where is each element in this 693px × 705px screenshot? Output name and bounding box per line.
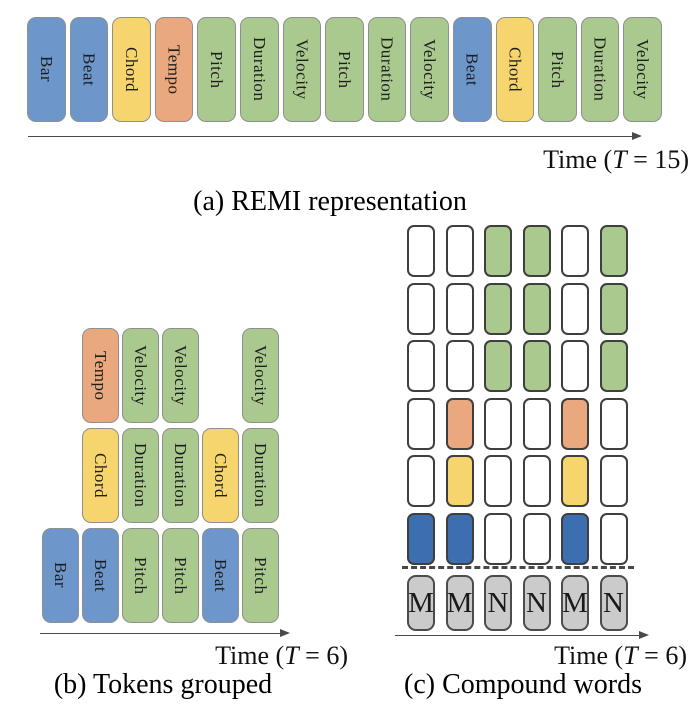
compound-cell-blue_dark	[407, 512, 435, 565]
compound-cell-white	[407, 340, 435, 392]
compound-cell-white	[407, 455, 435, 507]
token-pitch: Pitch	[325, 17, 364, 122]
time-label-variable: T	[612, 145, 627, 174]
word-type-box-n: N	[522, 575, 551, 631]
time-label-value: = 6)	[298, 641, 348, 670]
caption-a: (a) REMI representation	[193, 186, 467, 217]
token-beat: Beat	[202, 528, 239, 623]
token-placeholder	[42, 328, 79, 423]
compound-cell-white	[407, 225, 435, 277]
token-duration: Duration	[367, 17, 407, 122]
compound-cell-white	[599, 397, 628, 450]
compound-cell-white	[484, 455, 512, 507]
token-tempo: Tempo	[154, 17, 194, 122]
time-label-value: = 6)	[637, 641, 687, 670]
token-velocity: Velocity	[162, 328, 199, 423]
compound-cell-white	[599, 512, 628, 565]
token-beat: Beat	[82, 528, 119, 623]
token-tempo: Tempo	[82, 328, 119, 423]
token-bar: Bar	[42, 528, 79, 623]
word-type-box-m: M	[561, 575, 589, 631]
token-velocity: Velocity	[410, 17, 449, 122]
token-placeholder	[42, 428, 79, 523]
token-pitch: Pitch	[122, 528, 159, 623]
compound-cell-green	[599, 225, 628, 277]
compound-cell-orange	[561, 397, 589, 450]
token-velocity: Velocity	[242, 328, 279, 423]
compound-cell-yellow	[445, 455, 474, 507]
time-label-prefix: Time (	[215, 641, 285, 670]
compound-cell-yellow	[561, 455, 589, 507]
token-duration: Duration	[239, 17, 279, 122]
token-pitch: Pitch	[197, 17, 236, 122]
compound-cell-white	[484, 397, 512, 450]
compound-cell-white	[484, 512, 512, 565]
token-beat: Beat	[452, 17, 492, 122]
token-duration: Duration	[242, 428, 279, 523]
token-chord: Chord	[82, 428, 119, 523]
time-axis-label-a: Time (T = 15)	[543, 145, 689, 175]
grouped-token-grid: Tempo Velocity Velocity Velocity Chord Durati…	[42, 328, 279, 623]
token-chord: Chord	[112, 17, 151, 122]
word-type-box-n: N	[599, 575, 628, 631]
token-beat: Beat	[69, 17, 109, 122]
token-duration: Duration	[122, 428, 159, 523]
time-axis-arrow-c	[395, 630, 649, 639]
compound-cell-white	[445, 225, 474, 277]
word-type-box-m: M	[445, 575, 474, 631]
compound-cell-green	[484, 225, 512, 277]
dashed-divider	[402, 566, 634, 569]
compound-cell-green	[484, 282, 512, 335]
word-type-box-n: N	[484, 575, 512, 631]
compound-cell-green	[484, 340, 512, 392]
token-pitch: Pitch	[538, 17, 577, 122]
token-velocity: Velocity	[122, 328, 159, 423]
caption-b: (b) Tokens grouped	[53, 669, 273, 700]
token-placeholder	[202, 328, 239, 423]
token-pitch: Pitch	[162, 528, 199, 623]
compound-cell-green	[522, 282, 551, 335]
time-label-prefix: Time (	[554, 641, 624, 670]
token-velocity: Velocity	[623, 17, 662, 122]
token-duration: Duration	[580, 17, 620, 122]
compound-cell-green	[599, 340, 628, 392]
compound-cell-white	[522, 512, 551, 565]
token-velocity: Velocity	[282, 17, 322, 122]
token-chord: Chord	[495, 17, 535, 122]
time-label-prefix: Time (	[543, 145, 613, 174]
compound-cell-white	[522, 455, 551, 507]
compound-cell-white	[445, 282, 474, 335]
time-label-variable: T	[623, 641, 638, 670]
token-pitch: Pitch	[242, 528, 279, 623]
token-duration: Duration	[162, 428, 199, 523]
time-axis-label-c: Time (T = 6)	[554, 641, 687, 671]
compound-cell-white	[407, 397, 435, 450]
time-axis-arrow-a	[28, 131, 642, 140]
compound-cell-green	[599, 282, 628, 335]
compound-cell-blue_dark	[561, 512, 589, 565]
compound-cell-white	[522, 397, 551, 450]
compound-cell-green	[522, 225, 551, 277]
compound-word-grid	[407, 225, 628, 565]
token-bar: Bar	[27, 17, 66, 122]
compound-cell-blue_dark	[445, 512, 474, 565]
time-label-variable: T	[284, 641, 299, 670]
compound-cell-white	[561, 282, 589, 335]
compound-cell-orange	[445, 397, 474, 450]
time-axis-arrow-b	[40, 628, 290, 637]
remi-token-row: Bar Beat Chord Tempo Pitch Duration Velocity Pi…	[27, 17, 662, 122]
compound-cell-green	[522, 340, 551, 392]
token-chord: Chord	[202, 428, 239, 523]
compound-cell-white	[599, 455, 628, 507]
caption-c: (c) Compound words	[404, 669, 642, 700]
compound-cell-white	[561, 340, 589, 392]
time-axis-label-b: Time (T = 6)	[100, 641, 348, 671]
time-label-value: = 15)	[626, 145, 689, 174]
word-type-box-m: M	[407, 575, 435, 631]
compound-cell-white	[561, 225, 589, 277]
compound-cell-white	[445, 340, 474, 392]
compound-cell-white	[407, 282, 435, 335]
